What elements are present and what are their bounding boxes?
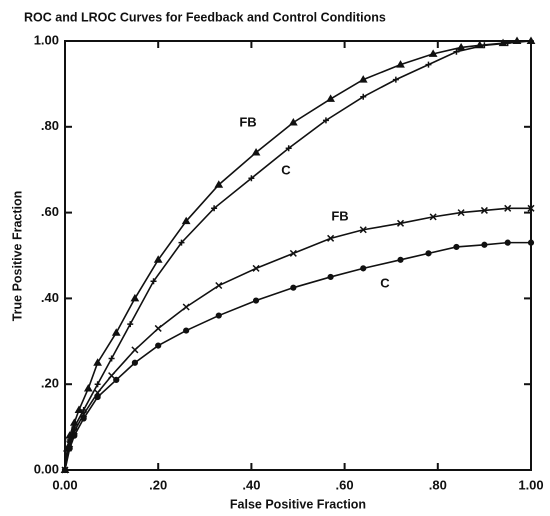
marker: [359, 226, 367, 234]
marker: [94, 381, 101, 388]
marker: [453, 48, 460, 55]
marker: [360, 265, 367, 272]
marker: [425, 250, 432, 257]
curve: [64, 241, 531, 471]
curve-label: FB: [239, 114, 256, 129]
y-tick-label: 0.00: [34, 461, 59, 476]
marker: [215, 281, 223, 290]
x-tick-label: .40: [242, 477, 260, 492]
y-tick-label: .40: [41, 290, 59, 305]
marker: [327, 234, 335, 242]
curve: [64, 40, 531, 471]
y-tick-label: .60: [41, 204, 59, 219]
marker: [428, 49, 438, 57]
marker: [527, 204, 535, 212]
marker: [131, 346, 139, 354]
marker: [453, 243, 460, 251]
marker: [326, 94, 335, 102]
marker: [288, 118, 298, 126]
curve-label: FB: [331, 208, 348, 223]
marker: [425, 61, 432, 68]
marker: [504, 239, 511, 246]
marker: [397, 256, 404, 263]
marker: [360, 93, 367, 100]
curve: [64, 40, 532, 471]
curve: [64, 207, 531, 471]
marker: [66, 445, 73, 452]
marker: [131, 359, 138, 366]
y-tick-label: .80: [41, 118, 59, 133]
y-axis-label: True Positive Fraction: [10, 191, 24, 322]
marker: [153, 255, 163, 263]
marker: [429, 213, 437, 221]
marker: [130, 293, 140, 302]
marker: [322, 117, 329, 124]
marker: [155, 342, 162, 349]
marker: [285, 145, 292, 152]
marker: [150, 278, 157, 285]
marker: [182, 303, 190, 311]
marker: [108, 372, 116, 380]
marker: [392, 76, 399, 83]
x-tick-label: 0.00: [52, 477, 77, 492]
marker: [248, 175, 255, 182]
x-tick-label: .80: [429, 477, 447, 492]
marker: [71, 432, 78, 439]
marker: [214, 180, 224, 188]
marker: [327, 273, 334, 281]
chart-title: ROC and LROC Curves for Feedback and Con…: [24, 10, 386, 24]
marker: [94, 393, 101, 401]
x-tick-label: .60: [336, 477, 354, 492]
marker: [61, 466, 69, 474]
marker: [252, 264, 260, 272]
marker: [396, 60, 405, 68]
marker: [504, 204, 512, 212]
marker: [528, 38, 534, 44]
marker: [480, 206, 488, 214]
marker: [181, 216, 191, 225]
marker: [80, 415, 87, 422]
curve-label: C: [281, 162, 291, 177]
marker: [215, 312, 222, 319]
x-axis-label: False Positive Fraction: [230, 497, 366, 511]
x-tick-label: 1.00: [518, 477, 543, 492]
marker: [251, 148, 261, 156]
y-tick-label: 1.00: [34, 32, 59, 47]
marker: [127, 321, 134, 328]
marker: [211, 205, 218, 212]
marker: [178, 239, 185, 246]
y-tick-label: .20: [41, 376, 59, 391]
marker: [111, 328, 121, 336]
marker: [504, 40, 511, 47]
curve-label: C: [380, 275, 390, 290]
marker: [113, 376, 120, 384]
marker: [83, 383, 93, 392]
marker: [290, 284, 297, 291]
marker: [527, 239, 535, 246]
marker: [93, 358, 102, 366]
marker: [183, 327, 190, 334]
x-tick-label: .20: [149, 477, 167, 492]
marker: [481, 241, 488, 248]
marker: [396, 219, 405, 227]
plot-frame: [64, 40, 532, 471]
marker: [358, 75, 368, 83]
marker: [481, 42, 488, 49]
marker: [457, 209, 465, 217]
marker: [252, 297, 260, 304]
marker: [154, 324, 162, 332]
marker: [289, 249, 297, 257]
marker: [108, 355, 115, 362]
